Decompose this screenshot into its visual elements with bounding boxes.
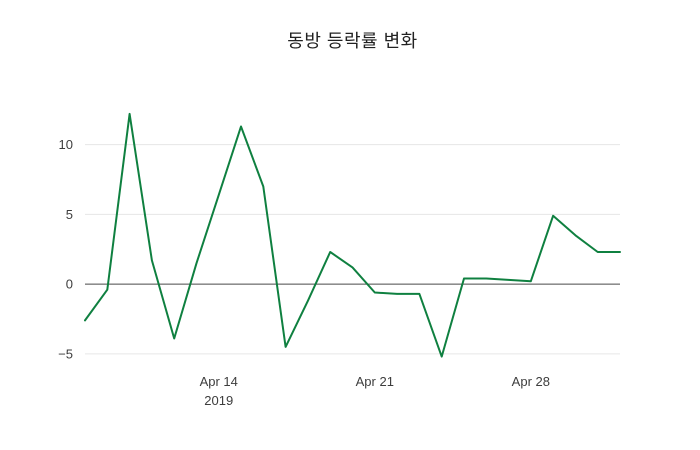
- y-tick-label: 10: [59, 137, 73, 152]
- x-tick-sublabel: 2019: [204, 393, 233, 408]
- y-tick-label: 5: [66, 207, 73, 222]
- x-tick-label: Apr 21: [356, 374, 394, 389]
- x-tick-label: Apr 14: [200, 374, 238, 389]
- x-tick-label: Apr 28: [512, 374, 550, 389]
- y-tick-label: 0: [66, 277, 73, 292]
- chart-title: 동방 등락률 변화: [287, 31, 418, 51]
- y-tick-label: −5: [58, 346, 73, 361]
- data-line: [84, 112, 621, 358]
